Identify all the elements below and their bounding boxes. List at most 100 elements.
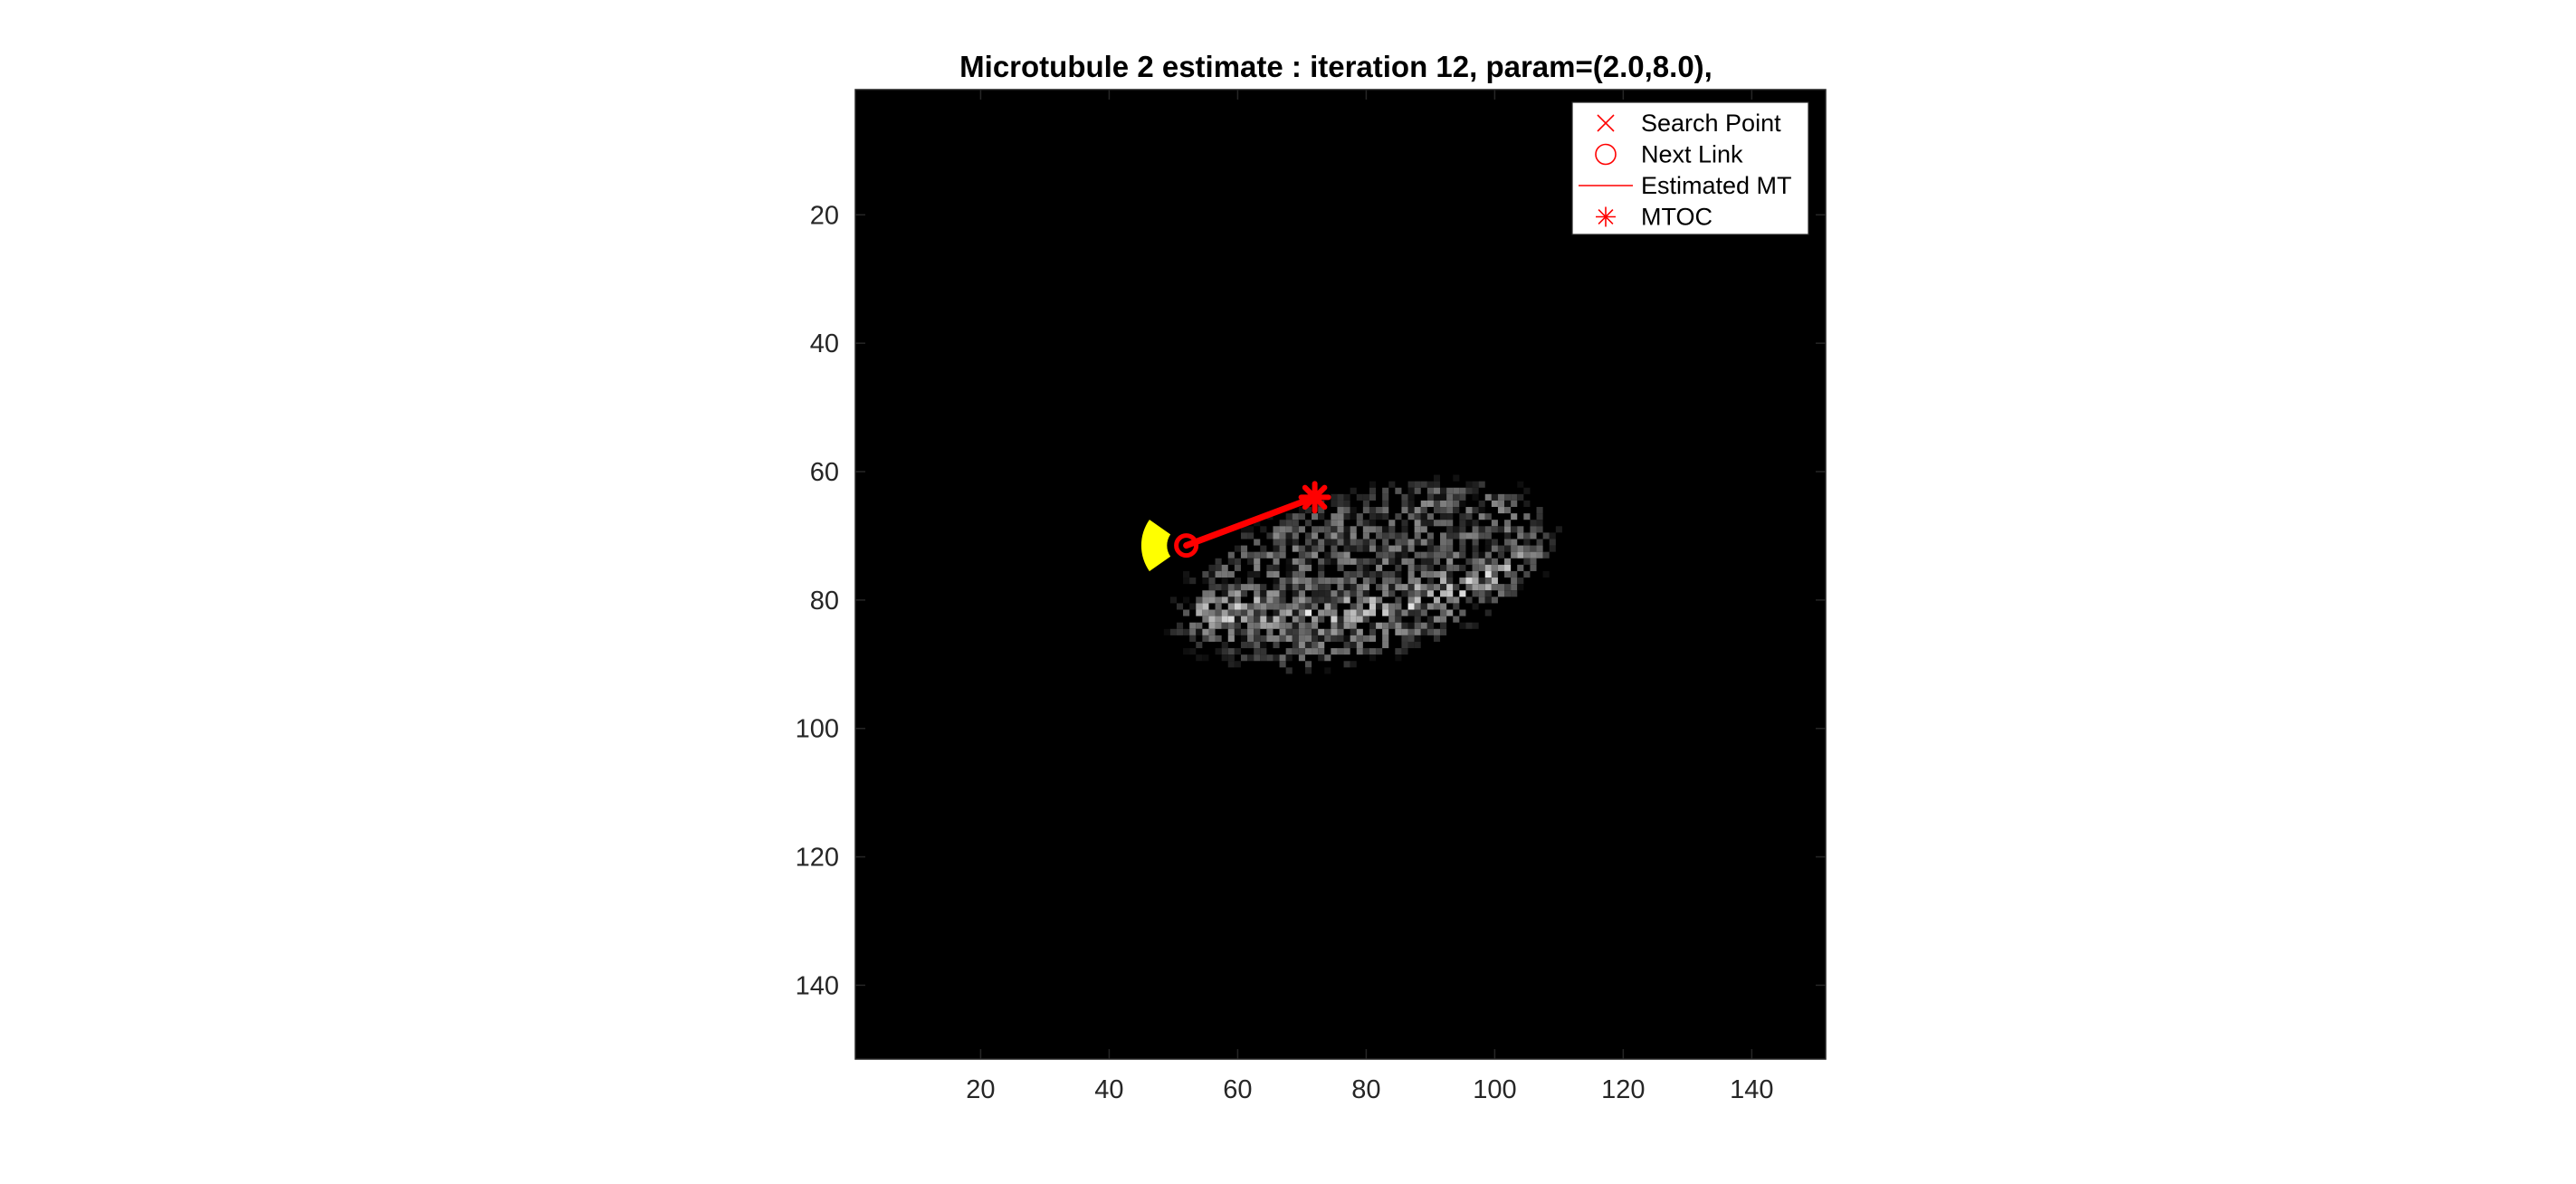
- image-pixel: [1459, 513, 1466, 520]
- image-pixel: [1273, 570, 1280, 578]
- legend-entry: Next Link: [1595, 141, 1743, 168]
- image-pixel: [1414, 609, 1421, 616]
- image-pixel: [1304, 622, 1312, 629]
- image-pixel: [1215, 570, 1222, 578]
- image-pixel: [1183, 648, 1190, 655]
- image-pixel: [1350, 661, 1357, 668]
- image-pixel: [1343, 609, 1350, 616]
- image-pixel: [1414, 590, 1421, 597]
- image-pixel: [1234, 564, 1241, 571]
- image-pixel: [1298, 628, 1305, 635]
- image-pixel: [1254, 635, 1261, 642]
- image-pixel: [1530, 545, 1537, 552]
- legend-label: MTOC: [1641, 204, 1713, 231]
- image-pixel: [1337, 584, 1344, 591]
- image-pixel: [1395, 584, 1402, 591]
- image-pixel: [1331, 500, 1338, 508]
- image-pixel: [1273, 616, 1280, 623]
- image-pixel: [1318, 635, 1325, 642]
- image-pixel: [1215, 597, 1222, 604]
- image-pixel: [1304, 545, 1312, 552]
- image-pixel: [1472, 526, 1479, 533]
- image-pixel: [1260, 641, 1267, 649]
- image-pixel: [1407, 635, 1415, 642]
- image-pixel: [1221, 597, 1228, 604]
- image-pixel: [1504, 539, 1512, 546]
- image-pixel: [1304, 641, 1312, 649]
- image-pixel: [1247, 532, 1255, 539]
- image-pixel: [1304, 635, 1312, 642]
- image-pixel: [1227, 570, 1235, 578]
- image-pixel: [1234, 545, 1241, 552]
- image-pixel: [1504, 564, 1512, 571]
- image-pixel: [1376, 648, 1383, 655]
- image-pixel: [1318, 513, 1325, 520]
- image-pixel: [1196, 622, 1203, 629]
- image-pixel: [1285, 622, 1293, 629]
- image-pixel: [1324, 551, 1331, 559]
- image-pixel: [1318, 616, 1325, 623]
- image-pixel: [1536, 507, 1543, 514]
- image-pixel: [1440, 609, 1447, 616]
- x-tick-label: 100: [1473, 1075, 1516, 1104]
- image-pixel: [1382, 507, 1389, 514]
- image-pixel: [1285, 609, 1293, 616]
- image-pixel: [1215, 616, 1222, 623]
- image-pixel: [1266, 597, 1274, 604]
- image-pixel: [1343, 590, 1350, 597]
- image-pixel: [1298, 551, 1305, 559]
- image-pixel: [1504, 545, 1512, 552]
- image-pixel: [1382, 622, 1389, 629]
- image-pixel: [1202, 603, 1209, 610]
- image-pixel: [1312, 578, 1319, 585]
- image-pixel: [1266, 590, 1274, 597]
- image-pixel: [1433, 520, 1441, 527]
- image-pixel: [1433, 500, 1441, 508]
- image-pixel: [1497, 590, 1505, 597]
- image-pixel: [1504, 584, 1512, 591]
- image-pixel: [1401, 622, 1408, 629]
- image-pixel: [1304, 584, 1312, 591]
- image-pixel: [1401, 526, 1408, 533]
- image-pixel: [1227, 551, 1235, 559]
- image-pixel: [1304, 558, 1312, 565]
- image-pixel: [1215, 609, 1222, 616]
- image-pixel: [1433, 635, 1441, 642]
- image-pixel: [1254, 590, 1261, 597]
- image-pixel: [1350, 616, 1357, 623]
- image-pixel: [1356, 513, 1363, 520]
- image-pixel: [1401, 558, 1408, 565]
- image-pixel: [1440, 603, 1447, 610]
- image-pixel: [1362, 526, 1369, 533]
- image-pixel: [1388, 558, 1396, 565]
- image-pixel: [1376, 622, 1383, 629]
- image-pixel: [1401, 641, 1408, 649]
- image-pixel: [1331, 520, 1338, 527]
- image-pixel: [1420, 570, 1427, 578]
- image-pixel: [1318, 597, 1325, 604]
- image-pixel: [1234, 558, 1241, 565]
- image-pixel: [1388, 584, 1396, 591]
- image-pixel: [1382, 584, 1389, 591]
- legend-entry: MTOC: [1596, 204, 1713, 231]
- image-pixel: [1433, 551, 1441, 559]
- image-pixel: [1407, 578, 1415, 585]
- image-pixel: [1273, 603, 1280, 610]
- image-pixel: [1285, 578, 1293, 585]
- image-pixel: [1312, 590, 1319, 597]
- image-pixel: [1407, 597, 1415, 604]
- image-pixel: [1440, 507, 1447, 514]
- image-pixel: [1343, 570, 1350, 578]
- axes-box: [854, 89, 1827, 1060]
- image-pixel: [1478, 500, 1485, 508]
- legend-entry: Search Point: [1597, 110, 1781, 137]
- image-pixel: [1343, 493, 1350, 501]
- image-pixel: [1298, 616, 1305, 623]
- image-pixel: [1382, 590, 1389, 597]
- image-pixel: [1511, 539, 1518, 546]
- image-pixel: [1382, 641, 1389, 649]
- image-pixel: [1382, 558, 1389, 565]
- image-pixel: [1285, 570, 1293, 578]
- image-pixel: [1459, 500, 1466, 508]
- image-pixel: [1420, 622, 1427, 629]
